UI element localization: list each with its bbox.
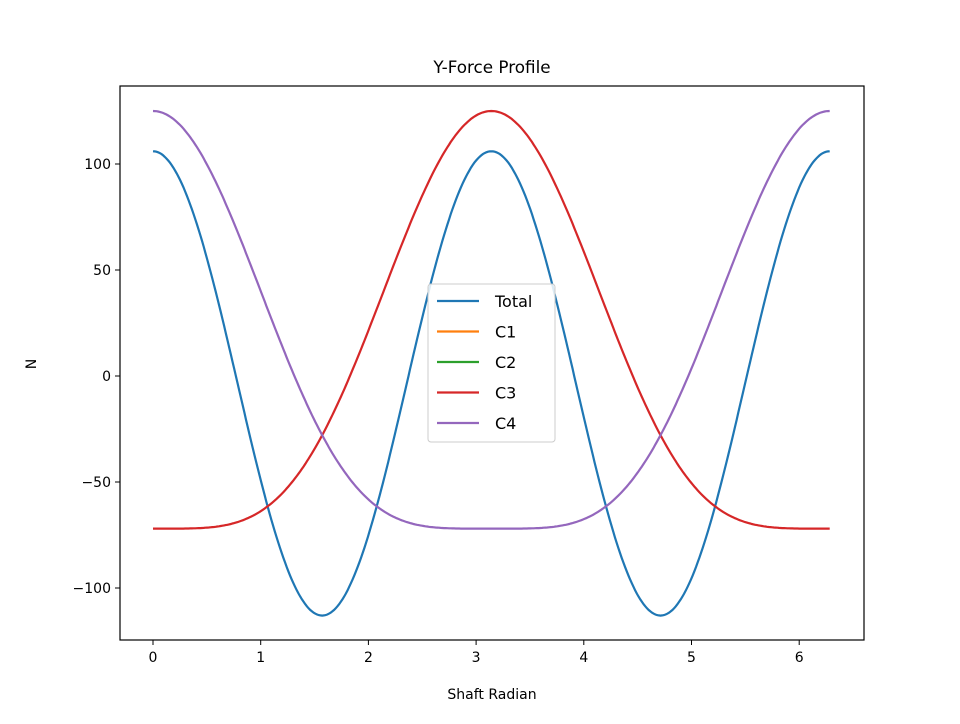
x-tick-label: 5 bbox=[687, 650, 696, 666]
x-tick-label: 0 bbox=[149, 650, 158, 666]
y-tick-label: 50 bbox=[93, 263, 111, 279]
chart-title: Y-Force Profile bbox=[432, 57, 550, 77]
y-tick-label: 0 bbox=[102, 369, 111, 385]
x-tick-label: 3 bbox=[472, 650, 481, 666]
legend-entry: C1 bbox=[495, 323, 516, 342]
x-axis-label: Shaft Radian bbox=[447, 687, 536, 703]
y-axis-ticks: −100 −50 0 50 100 bbox=[73, 157, 120, 597]
legend-entry: Total bbox=[494, 292, 532, 311]
legend: Total C1 C2 C3 C4 bbox=[427, 283, 556, 443]
y-tick-label: 100 bbox=[84, 157, 111, 173]
legend-entry: C4 bbox=[495, 414, 516, 433]
plot-lines bbox=[152, 109, 830, 617]
y-tick-label: −100 bbox=[73, 581, 111, 597]
y-tick-label: −50 bbox=[81, 475, 111, 491]
x-tick-label: 1 bbox=[256, 650, 265, 666]
x-tick-label: 6 bbox=[795, 650, 804, 666]
y-axis-label: N bbox=[24, 359, 40, 369]
series-line-c3 bbox=[153, 109, 830, 530]
series-line-total bbox=[152, 150, 830, 617]
x-tick-label: 2 bbox=[364, 650, 373, 666]
x-tick-label: 4 bbox=[579, 650, 588, 666]
legend-entry: C3 bbox=[495, 384, 516, 403]
series-line-c4 bbox=[152, 109, 830, 530]
plot-frame bbox=[119, 85, 865, 641]
x-axis-ticks: 0 1 2 3 4 5 6 bbox=[149, 640, 804, 666]
legend-entry: C2 bbox=[495, 353, 516, 372]
